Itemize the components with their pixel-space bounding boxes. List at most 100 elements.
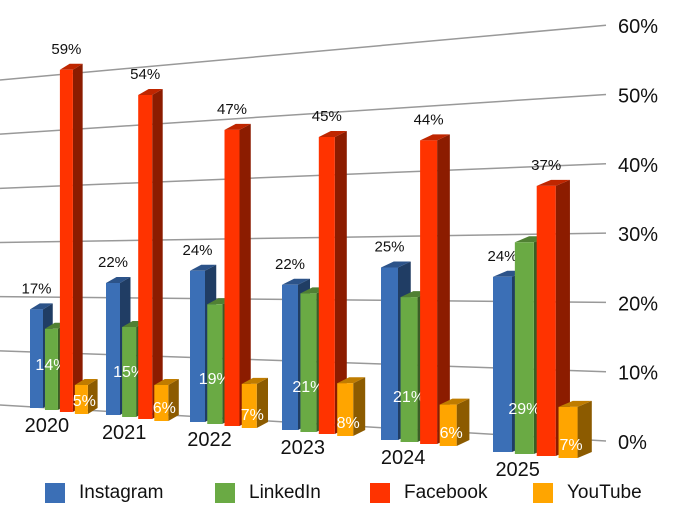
legend-label: LinkedIn bbox=[249, 482, 321, 503]
bar-top bbox=[138, 89, 163, 95]
bar-top bbox=[59, 63, 83, 70]
bar-facebook bbox=[420, 140, 438, 444]
bar-side bbox=[437, 134, 450, 444]
bar-side bbox=[555, 179, 570, 456]
bar-top bbox=[381, 261, 411, 268]
bar-top bbox=[420, 134, 450, 141]
bar-linkedin bbox=[122, 327, 137, 417]
bar-top bbox=[30, 303, 53, 310]
x-tick-label: 2021 bbox=[102, 422, 147, 444]
data-label: 19% bbox=[199, 371, 231, 388]
bar-top bbox=[190, 264, 217, 271]
bar-side bbox=[152, 89, 163, 419]
bar-top bbox=[282, 278, 310, 285]
bar-instagram bbox=[190, 270, 205, 422]
legend-label: Facebook bbox=[404, 482, 488, 503]
data-label: 7% bbox=[559, 437, 582, 454]
bar-linkedin bbox=[400, 297, 418, 442]
y-tick-label: 60% bbox=[618, 16, 658, 38]
bar-youtube bbox=[154, 385, 169, 421]
bar-side bbox=[168, 379, 179, 421]
bar-instagram bbox=[282, 284, 298, 430]
y-tick-label: 50% bbox=[618, 86, 658, 108]
bar-linkedin bbox=[514, 242, 534, 454]
data-label: 44% bbox=[414, 111, 444, 128]
bar-top bbox=[318, 131, 347, 137]
legend-item-linkedin: LinkedIn bbox=[215, 482, 321, 504]
data-label: 8% bbox=[337, 415, 360, 432]
data-label: 21% bbox=[292, 379, 324, 396]
bar-youtube bbox=[558, 406, 578, 458]
data-label: 47% bbox=[217, 101, 247, 118]
data-label: 6% bbox=[440, 425, 463, 442]
bar-side bbox=[334, 131, 347, 434]
data-label: 15% bbox=[113, 364, 145, 381]
bar-youtube bbox=[241, 383, 257, 428]
data-label: 54% bbox=[130, 66, 160, 83]
data-label: 5% bbox=[73, 393, 96, 410]
bar-side bbox=[256, 377, 268, 428]
legend-swatch bbox=[533, 483, 553, 503]
y-tick-label: 0% bbox=[618, 432, 647, 454]
bar-instagram bbox=[493, 276, 512, 452]
legend-swatch bbox=[45, 483, 65, 503]
bar-side bbox=[456, 398, 470, 446]
bar-top bbox=[558, 400, 592, 407]
data-label: 6% bbox=[153, 400, 176, 417]
gridline bbox=[0, 93, 607, 135]
bar-facebook bbox=[224, 129, 240, 426]
data-label: 45% bbox=[312, 108, 342, 125]
bar-side bbox=[239, 123, 251, 427]
x-tick-label: 2020 bbox=[25, 415, 70, 437]
bar-facebook bbox=[59, 69, 73, 413]
data-label: 37% bbox=[531, 157, 561, 174]
y-tick-label: 40% bbox=[618, 155, 658, 177]
bar-top bbox=[439, 398, 470, 405]
x-tick-label: 2022 bbox=[187, 429, 232, 451]
legend-label: Instagram bbox=[79, 482, 164, 503]
bar-youtube bbox=[337, 383, 354, 436]
bar-top bbox=[337, 377, 366, 384]
bar-top bbox=[106, 277, 131, 283]
bar-instagram bbox=[30, 309, 43, 408]
bar-linkedin bbox=[300, 293, 317, 432]
data-label: 24% bbox=[182, 242, 212, 259]
data-label: 14% bbox=[35, 357, 67, 374]
bar-youtube bbox=[74, 385, 88, 414]
data-label: 24% bbox=[487, 248, 517, 265]
data-label: 21% bbox=[393, 389, 425, 406]
gridline bbox=[0, 24, 607, 81]
data-label: 29% bbox=[508, 401, 540, 418]
data-label: 17% bbox=[21, 280, 51, 297]
bar-side bbox=[577, 400, 592, 458]
bar-side bbox=[87, 379, 98, 414]
bar-top bbox=[536, 179, 570, 186]
legend-swatch bbox=[370, 483, 390, 503]
bar-linkedin bbox=[207, 304, 223, 424]
data-label: 7% bbox=[241, 407, 264, 424]
legend-swatch bbox=[215, 483, 235, 503]
bar-facebook bbox=[138, 95, 153, 419]
bar-youtube bbox=[439, 404, 457, 446]
gridline bbox=[0, 232, 607, 244]
y-tick-label: 30% bbox=[618, 224, 658, 246]
data-label: 59% bbox=[51, 41, 81, 58]
bar-side bbox=[72, 63, 83, 413]
legend-label: YouTube bbox=[567, 482, 642, 503]
legend-item-facebook: Facebook bbox=[370, 482, 487, 504]
bar-top bbox=[154, 379, 179, 385]
bar-side bbox=[353, 377, 366, 436]
y-tick-label: 10% bbox=[618, 363, 658, 385]
bar-facebook bbox=[318, 137, 335, 434]
legend-item-youtube: YouTube bbox=[533, 482, 642, 504]
bar-facebook bbox=[536, 185, 556, 456]
bar-instagram bbox=[106, 283, 120, 415]
x-tick-label: 2023 bbox=[281, 437, 326, 459]
gridline bbox=[0, 163, 607, 190]
data-label: 22% bbox=[275, 256, 305, 273]
legend-item-instagram: Instagram bbox=[45, 482, 163, 504]
x-tick-label: 2025 bbox=[495, 459, 540, 481]
bar-top bbox=[224, 123, 251, 130]
